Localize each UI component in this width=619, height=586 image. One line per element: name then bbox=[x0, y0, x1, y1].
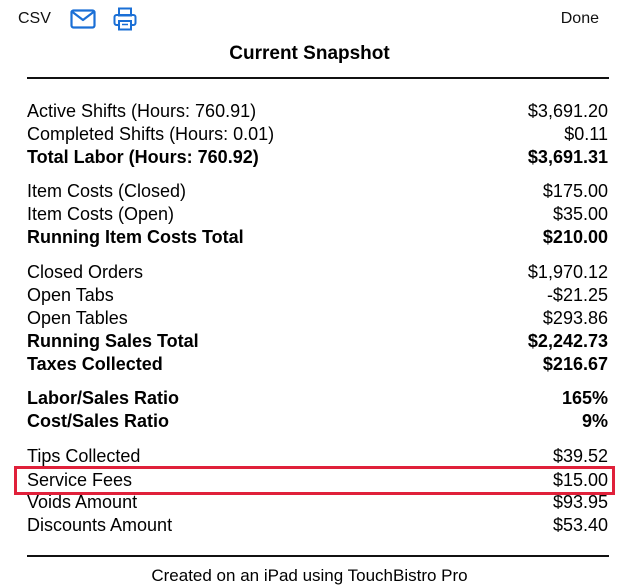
row-value: $210.00 bbox=[542, 227, 608, 247]
row-value: $35.00 bbox=[552, 204, 608, 224]
row-value: $1,970.12 bbox=[527, 262, 608, 282]
row-active-shifts: Active Shifts (Hours: 760.91) $3,691.20 bbox=[27, 100, 609, 123]
row-label: Taxes Collected bbox=[27, 354, 163, 374]
done-button[interactable]: Done bbox=[560, 10, 599, 27]
row-value: $39.52 bbox=[552, 446, 608, 466]
row-label: Cost/Sales Ratio bbox=[27, 411, 170, 431]
row-label: Item Costs (Closed) bbox=[27, 181, 187, 201]
row-label: Open Tabs bbox=[27, 285, 114, 305]
row-tips-collected: Tips Collected $39.52 bbox=[27, 445, 609, 468]
row-open-tables: Open Tables $293.86 bbox=[27, 307, 609, 330]
bottom-divider bbox=[27, 555, 609, 557]
row-cost-sales-ratio: Cost/Sales Ratio 9% bbox=[27, 410, 609, 433]
row-service-fees: Service Fees $15.00 bbox=[27, 469, 609, 492]
row-label: Item Costs (Open) bbox=[27, 204, 175, 224]
row-label: Discounts Amount bbox=[27, 515, 173, 535]
row-value: $93.95 bbox=[552, 492, 608, 512]
row-value: 165% bbox=[561, 388, 608, 408]
row-value: $3,691.20 bbox=[527, 101, 608, 121]
footer-note: Created on an iPad using TouchBistro Pro bbox=[151, 566, 468, 585]
row-label: Voids Amount bbox=[27, 492, 138, 512]
row-value: $216.67 bbox=[542, 354, 608, 374]
row-value: 9% bbox=[581, 411, 608, 431]
row-label: Running Item Costs Total bbox=[27, 227, 244, 247]
row-value: $15.00 bbox=[552, 470, 608, 490]
row-item-costs-open: Item Costs (Open) $35.00 bbox=[27, 203, 609, 226]
service-fees-highlight bbox=[14, 466, 615, 495]
row-label: Labor/Sales Ratio bbox=[27, 388, 180, 408]
row-taxes-collected: Taxes Collected $216.67 bbox=[27, 353, 609, 376]
page-title: Current Snapshot bbox=[229, 43, 390, 64]
row-total-labor: Total Labor (Hours: 760.92) $3,691.31 bbox=[27, 146, 609, 169]
row-value: $293.86 bbox=[542, 308, 608, 328]
csv-button[interactable]: CSV bbox=[18, 10, 51, 27]
row-label: Active Shifts (Hours: 760.91) bbox=[27, 101, 257, 121]
row-closed-orders: Closed Orders $1,970.12 bbox=[27, 261, 609, 284]
row-value: -$21.25 bbox=[546, 285, 608, 305]
row-voids-amount: Voids Amount $93.95 bbox=[27, 491, 609, 514]
row-completed-shifts: Completed Shifts (Hours: 0.01) $0.11 bbox=[27, 123, 609, 146]
printer-icon[interactable] bbox=[112, 7, 138, 31]
top-divider bbox=[27, 77, 609, 79]
row-label: Running Sales Total bbox=[27, 331, 199, 351]
mail-icon[interactable] bbox=[70, 7, 96, 31]
row-label: Total Labor (Hours: 760.92) bbox=[27, 147, 259, 167]
row-open-tabs: Open Tabs -$21.25 bbox=[27, 284, 609, 307]
row-value: $0.11 bbox=[564, 124, 608, 144]
row-labor-sales-ratio: Labor/Sales Ratio 165% bbox=[27, 387, 609, 410]
row-label: Completed Shifts (Hours: 0.01) bbox=[27, 124, 275, 144]
row-label: Service Fees bbox=[27, 470, 133, 490]
row-value: $53.40 bbox=[552, 515, 608, 535]
row-label: Tips Collected bbox=[27, 446, 141, 466]
row-value: $3,691.31 bbox=[527, 147, 608, 167]
toolbar: CSV Done bbox=[0, 0, 619, 40]
row-value: $175.00 bbox=[542, 181, 608, 201]
row-value: $2,242.73 bbox=[527, 331, 608, 351]
row-item-costs-closed: Item Costs (Closed) $175.00 bbox=[27, 180, 609, 203]
row-label: Closed Orders bbox=[27, 262, 144, 282]
row-running-item-costs-total: Running Item Costs Total $210.00 bbox=[27, 226, 609, 249]
row-label: Open Tables bbox=[27, 308, 128, 328]
row-running-sales-total: Running Sales Total $2,242.73 bbox=[27, 330, 609, 353]
row-discounts-amount: Discounts Amount $53.40 bbox=[27, 514, 609, 537]
